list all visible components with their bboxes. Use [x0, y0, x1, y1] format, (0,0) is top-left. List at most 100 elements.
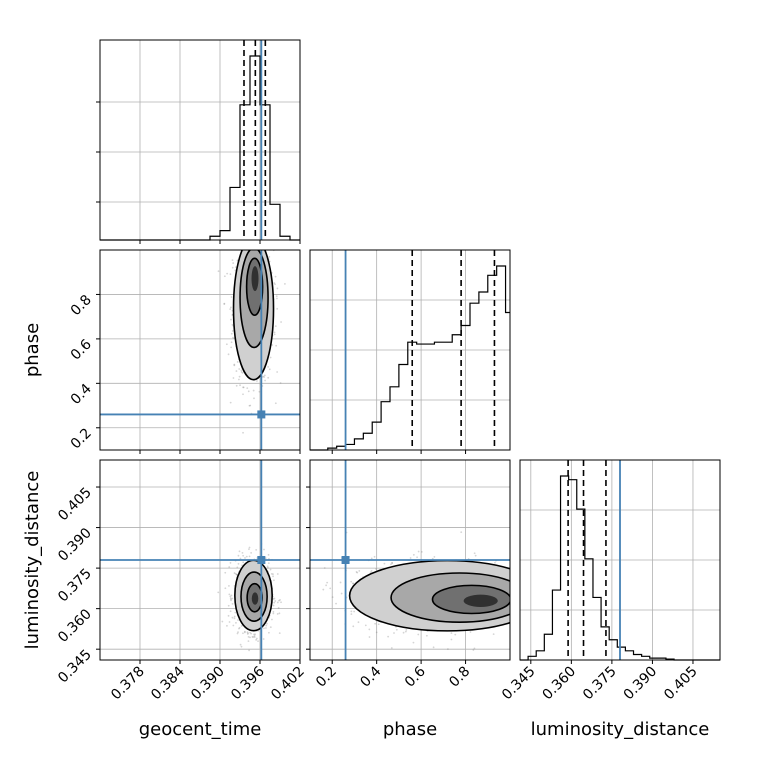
joint-phase-luminosity-distance-sample: [512, 608, 514, 610]
joint-phase-luminosity-distance-sample: [549, 602, 551, 604]
joint-phase-luminosity-distance-sample: [390, 647, 393, 649]
joint-phase-luminosity-distance-sample: [335, 602, 337, 605]
joint-geocent-time-phase-sample: [252, 389, 255, 392]
joint-geocent-time-phase-sample: [255, 228, 257, 230]
joint-geocent-time-luminosity-distance-sample: [262, 638, 265, 640]
joint-phase-luminosity-distance-sample: [518, 607, 520, 609]
joint-geocent-time-luminosity-distance-sample: [230, 599, 232, 602]
joint-geocent-time-phase-sample: [268, 247, 270, 249]
joint-geocent-time-luminosity-distance-sample: [224, 571, 227, 574]
joint-geocent-time-luminosity-distance-sample: [274, 600, 277, 602]
joint-phase-luminosity-distance-sample: [323, 567, 326, 569]
joint-phase-luminosity-distance-sample: [358, 570, 361, 572]
joint-geocent-time-luminosity-distance-sample: [267, 553, 270, 556]
joint-phase-luminosity-distance-sample: [511, 593, 513, 595]
joint-geocent-time-luminosity-distance-frame: [99, 459, 301, 661]
joint-geocent-time-phase-sample: [246, 222, 248, 224]
joint-geocent-time-luminosity-distance-sample: [230, 598, 232, 601]
joint-geocent-time-luminosity-distance-truth-marker: [257, 556, 266, 564]
joint-phase-luminosity-distance-sample: [375, 568, 377, 570]
joint-geocent-time-phase-sample: [267, 366, 270, 368]
joint-phase-luminosity-distance-sample: [494, 561, 496, 564]
x-tick-label-luminosity-distance: 0.390: [621, 664, 661, 704]
joint-phase-luminosity-distance-sample: [409, 557, 412, 559]
joint-geocent-time-luminosity-distance-sample: [239, 557, 242, 560]
joint-geocent-time-luminosity-distance-sample: [234, 611, 237, 614]
joint-phase-luminosity-distance-sample: [542, 605, 544, 607]
joint-geocent-time-phase-sample: [276, 307, 279, 310]
joint-geocent-time-luminosity-distance-sample: [248, 555, 251, 558]
joint-phase-luminosity-distance-sample: [374, 622, 377, 625]
joint-geocent-time-luminosity-distance-sample: [231, 602, 234, 605]
joint-geocent-time-luminosity-distance-sample: [229, 597, 232, 600]
joint-geocent-time-luminosity-distance-sample: [263, 548, 265, 551]
joint-geocent-time-luminosity-distance-sample: [231, 616, 234, 619]
joint-phase-luminosity-distance-sample: [526, 585, 528, 587]
joint-geocent-time-luminosity-distance-sample: [253, 636, 256, 639]
joint-phase-luminosity-distance-sample: [277, 557, 279, 559]
joint-geocent-time-phase-sample: [261, 246, 263, 248]
joint-phase-luminosity-distance-sample: [370, 570, 373, 572]
joint-phase-luminosity-distance-sample: [511, 586, 513, 588]
joint-geocent-time-luminosity-distance-sample: [272, 604, 275, 607]
joint-phase-luminosity-distance-sample: [368, 636, 371, 638]
hist-geocent-time-grid: [139, 40, 261, 240]
joint-phase-luminosity-distance-sample: [560, 597, 562, 599]
joint-geocent-time-luminosity-distance-sample: [229, 562, 232, 564]
joint-geocent-time-luminosity-distance-sample: [229, 595, 232, 598]
joint-geocent-time-phase-sample: [235, 370, 238, 372]
joint-geocent-time-luminosity-distance-sample: [233, 615, 236, 618]
joint-phase-luminosity-distance-sample: [450, 638, 453, 641]
joint-geocent-time-phase-sample: [245, 243, 247, 245]
joint-geocent-time-luminosity-distance-sample: [271, 618, 273, 621]
x-axis-label-luminosity-distance: luminosity_distance: [531, 719, 710, 740]
joint-geocent-time-phase-sample: [248, 244, 250, 246]
y-tick-label-phase: 0.2: [68, 425, 95, 452]
joint-phase-luminosity-distance-sample: [534, 601, 536, 603]
joint-geocent-time-phase-sample: [232, 262, 235, 264]
joint-phase-luminosity-distance-sample: [370, 557, 373, 560]
joint-geocent-time-luminosity-distance-sample: [245, 555, 248, 558]
joint-geocent-time-phase-sample: [263, 374, 266, 377]
joint-geocent-time-luminosity-distance-sample: [276, 573, 279, 575]
joint-phase-luminosity-distance-sample: [526, 593, 528, 595]
x-tick-label-luminosity-distance: 0.360: [540, 664, 580, 704]
y-axis-label-phase: phase: [22, 323, 43, 377]
joint-geocent-time-phase-sample: [275, 344, 278, 347]
joint-geocent-time-luminosity-distance-sample: [269, 626, 272, 629]
joint-geocent-time-luminosity-distance-sample: [278, 612, 281, 615]
joint-phase-luminosity-distance-sample: [523, 599, 525, 601]
joint-phase-luminosity-distance-sample: [517, 587, 519, 589]
joint-phase-luminosity-distance-sample: [391, 562, 394, 565]
joint-geocent-time-phase-sample: [229, 306, 232, 309]
joint-geocent-time-phase-sample: [245, 248, 247, 250]
joint-geocent-time-luminosity-distance-sample: [221, 620, 224, 623]
joint-phase-luminosity-distance-sample: [460, 531, 463, 534]
joint-geocent-time-luminosity-distance-sample: [270, 572, 273, 575]
joint-geocent-time-luminosity-distance-sample: [217, 591, 220, 594]
joint-phase-luminosity-distance-sample: [340, 592, 343, 595]
joint-phase-luminosity-distance-sample: [528, 599, 530, 601]
joint-phase-luminosity-distance-sample: [546, 613, 548, 615]
joint-geocent-time-phase-sample: [227, 353, 230, 356]
joint-phase-luminosity-distance-sample: [525, 623, 527, 625]
joint-geocent-time-phase-sample: [242, 386, 245, 389]
joint-geocent-time-phase-sample: [229, 308, 232, 311]
joint-geocent-time-luminosity-distance-sample: [233, 617, 236, 620]
joint-phase-luminosity-distance-sample: [387, 635, 390, 638]
joint-geocent-time-phase-sample: [223, 275, 226, 278]
joint-phase-luminosity-distance-sample: [511, 573, 513, 575]
joint-geocent-time-phase-sample: [247, 454, 249, 456]
joint-geocent-time-phase-sample: [242, 431, 244, 434]
joint-geocent-time-luminosity-distance-sample: [231, 597, 234, 600]
joint-phase-luminosity-distance-sample: [352, 625, 355, 628]
joint-geocent-time-phase-sample: [258, 390, 261, 393]
joint-geocent-time-phase-sample: [252, 245, 254, 247]
joint-phase-luminosity-distance-sample: [524, 604, 526, 606]
joint-phase-luminosity-distance-sample: [545, 594, 547, 596]
joint-geocent-time-phase-sample: [231, 323, 234, 326]
joint-geocent-time-luminosity-distance-sample: [242, 632, 244, 635]
joint-phase-luminosity-distance-sample: [450, 632, 453, 635]
x-tick-label-phase: 0.8: [446, 664, 473, 691]
